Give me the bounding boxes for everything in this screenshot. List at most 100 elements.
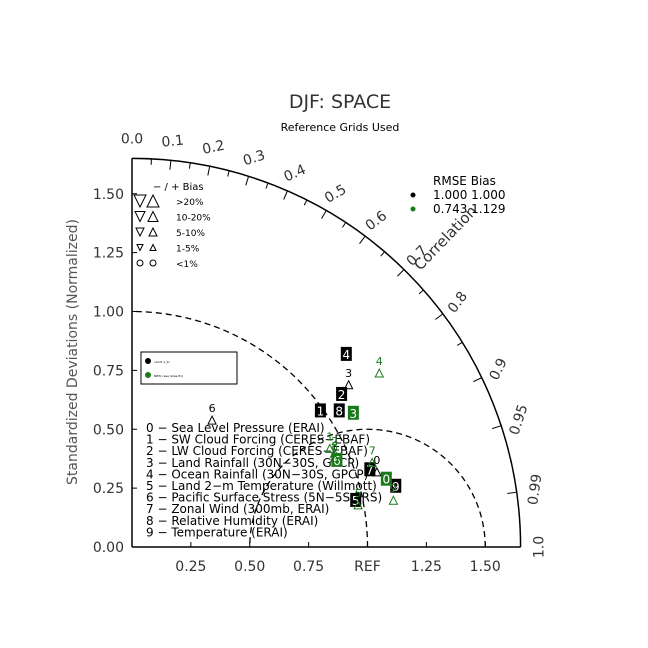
corr-minor-tick [303,199,308,206]
data-point-label: 8 [331,440,338,453]
variable-list-item: 1 − SW Cloud Forcing (CERES−EBAF) [146,433,370,447]
data-point-box [390,478,402,493]
corr-tick-label: 0.1 [161,133,185,151]
data-point-box [340,346,352,361]
x-tick-label: 0.50 [234,559,265,575]
corr-tick [492,425,502,430]
variable-list-item: 4 − Ocean Rainfall (30N−30S, GPCP) [146,467,368,481]
data-point-marker [388,495,399,505]
bias-legend-circle [149,259,157,267]
rmse-legend-dot [410,206,416,212]
data-point-label: 9 [390,482,397,495]
y-tick-label: 0.75 [93,363,124,379]
y-tick-label: 0.50 [93,422,124,438]
corr-tick-label: 0.3 [241,147,267,169]
data-point-box [314,403,326,418]
y-axis-label: Standardized Deviations (Normalized) [65,219,81,485]
corr-minor-tick [265,182,269,189]
variable-list-item: 7 − Zonal Wind (300mb, ERAI) [146,502,329,516]
y-tick-label: 0.25 [93,481,124,497]
bias-legend-up-triangle [149,243,157,251]
bias-legend-label: <1% [176,260,198,270]
corr-tick [169,160,172,170]
corr-minor-tick [227,170,230,177]
corr-tick [507,491,517,495]
bias-legend-down-triangle [135,227,145,238]
data-point-box [364,462,376,477]
case-box-dot [145,372,151,378]
data-point-marker [374,367,385,378]
bias-legend-circle [136,259,144,267]
bias-legend-down-triangle [134,211,146,223]
corr-tick-label: 0.2 [201,138,226,158]
corr-tick [207,166,211,176]
bias-legend-label: >20% [176,198,204,208]
corr-tick [359,235,366,244]
data-point-label: 0 [383,473,391,487]
corr-tick-label: 0.95 [507,402,532,437]
variable-list-item: 9 − Temperature (ERAI) [146,525,288,539]
corr-tick-label: 0.0 [121,132,143,148]
corr-tick-label: 0.6 [363,208,390,234]
bias-legend: − / + Bias >20% 10-20% 5-10% 1-5% <1% [133,182,211,270]
data-point-label: 7 [369,445,376,458]
case-legend-box: cam5.1_bl NEW case (bias-fix) [140,351,238,385]
corr-minor-tick [418,289,424,295]
corr-tick [397,269,405,277]
data-point-box [336,386,348,401]
variable-list: 0 − Sea Level Pressure (ERAI)1 − SW Clou… [146,421,382,539]
rmse-legend-values: 1.000 1.000 [433,188,506,202]
data-point-marker [207,415,217,425]
data-point-label: 6 [333,454,341,468]
y-tick-label: 1.25 [93,246,124,262]
bias-legend-label: 1-5% [176,245,200,255]
data-point-box [331,452,343,467]
corr-minor-tick [457,341,463,346]
data-point-label: 1 [317,404,325,418]
data-point-label: 3 [350,407,358,421]
x-tick-label: 0.25 [175,559,206,575]
data-point-label: 1 [326,430,333,443]
case-box-frame [140,351,238,385]
data-point-label: 4 [342,348,350,362]
variable-list-item: 5 − Land 2−m Temperature (Willmott) [146,479,377,493]
bias-legend-up-triangle [146,193,160,208]
chart-subtitle: Reference Grids Used [281,121,400,134]
bias-legend-label: 10-20% [176,214,211,224]
rmse-legend-values: 0.743 1.129 [433,202,506,216]
corr-tick [435,313,444,320]
corr-tick [283,190,288,200]
data-point-marker [353,499,363,510]
bias-legend-down-triangle [136,244,144,252]
rmse-legend-header: RMSE Bias [433,174,496,188]
corr-tick-label: 1.0 [531,536,547,558]
bias-legend-label: 5-10% [176,229,205,239]
data-point-label: 5 [355,487,362,500]
data-point-label: 9 [392,480,400,494]
corr-tick-label: 0.9 [487,356,511,383]
corr-tick-label: 0.4 [282,162,309,186]
data-point-marker [343,379,354,390]
rmse-legend-dot [410,192,416,198]
data-point-box [350,492,362,507]
x-tick-label: 1.50 [470,559,501,575]
corr-tick [245,176,250,186]
corr-minor-tick [188,162,191,169]
corr-tick [473,377,482,383]
data-point-label: 8 [335,404,343,418]
corr-tick [321,210,327,219]
case-box-dot [145,358,151,364]
y-tick-label: 0.00 [93,540,124,556]
bias-legend-up-triangle [147,210,159,222]
data-point-marker [325,443,335,453]
corr-minor-tick [342,222,347,228]
data-point-label: 5 [352,494,360,508]
outer-arc [131,157,522,548]
case-box-label: NEW case (bias-fix) [154,374,183,378]
data-point-box [333,403,345,418]
data-point-label: 2 [338,388,346,402]
chart-title: DJF: SPACE [289,91,391,113]
